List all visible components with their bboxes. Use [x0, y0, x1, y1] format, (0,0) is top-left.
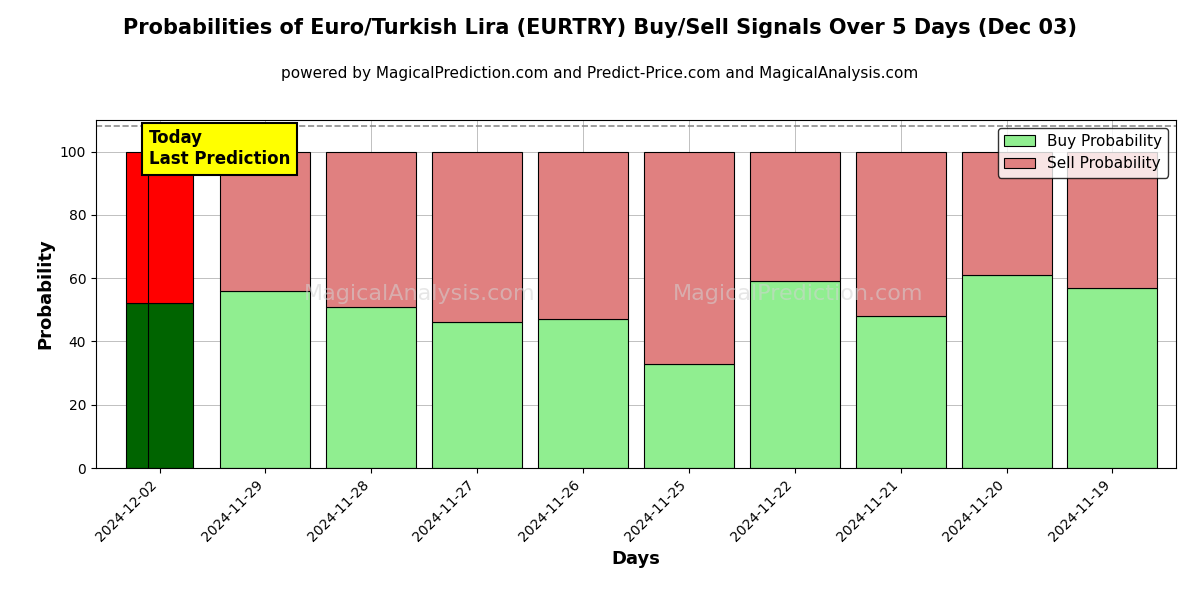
- Bar: [961, 152, 1051, 275]
- Bar: [750, 152, 840, 281]
- Bar: [326, 152, 416, 307]
- Bar: [538, 152, 628, 319]
- Text: MagicalAnalysis.com: MagicalAnalysis.com: [304, 284, 536, 304]
- Bar: [750, 281, 840, 468]
- Bar: [961, 275, 1051, 468]
- Bar: [221, 152, 311, 291]
- Text: MagicalPrediction.com: MagicalPrediction.com: [673, 284, 923, 304]
- Text: powered by MagicalPrediction.com and Predict-Price.com and MagicalAnalysis.com: powered by MagicalPrediction.com and Pre…: [281, 66, 919, 81]
- Bar: [1068, 287, 1158, 468]
- Bar: [644, 152, 734, 364]
- Bar: [126, 304, 170, 468]
- Bar: [126, 152, 170, 304]
- Text: Probabilities of Euro/Turkish Lira (EURTRY) Buy/Sell Signals Over 5 Days (Dec 03: Probabilities of Euro/Turkish Lira (EURT…: [124, 18, 1078, 38]
- Bar: [432, 322, 522, 468]
- Bar: [538, 319, 628, 468]
- Bar: [856, 152, 946, 316]
- Text: Today
Last Prediction: Today Last Prediction: [149, 130, 290, 168]
- Bar: [221, 291, 311, 468]
- Y-axis label: Probability: Probability: [36, 239, 54, 349]
- Bar: [149, 152, 193, 304]
- Legend: Buy Probability, Sell Probability: Buy Probability, Sell Probability: [998, 128, 1169, 178]
- Bar: [432, 152, 522, 322]
- Bar: [856, 316, 946, 468]
- Bar: [326, 307, 416, 468]
- Bar: [1068, 152, 1158, 287]
- Bar: [644, 364, 734, 468]
- X-axis label: Days: Days: [612, 550, 660, 568]
- Bar: [149, 304, 193, 468]
